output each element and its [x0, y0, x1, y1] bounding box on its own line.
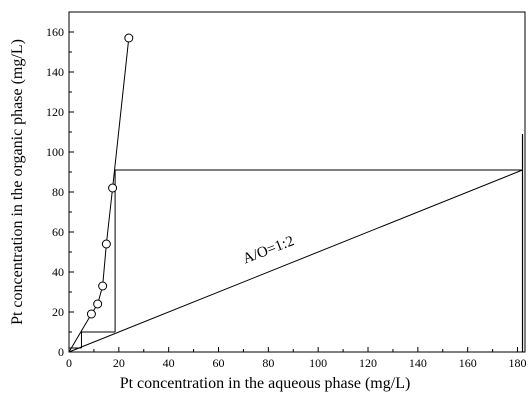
- stair-steps: [69, 169, 523, 349]
- data-point: [108, 183, 118, 193]
- y-tick-label: 120: [46, 105, 64, 119]
- data-points: [86, 33, 134, 319]
- operating-line: [68, 169, 523, 353]
- x-tick-label: 180: [509, 356, 527, 370]
- data-point: [98, 281, 108, 291]
- y-tick-label: 40: [52, 265, 64, 279]
- y-tick-label: 80: [52, 185, 64, 199]
- x-axis-title: Pt concentration in the aqueous phase (m…: [120, 375, 411, 392]
- x-tick-label: 120: [359, 356, 377, 370]
- x-tick-label: 100: [309, 356, 327, 370]
- x-tick-label: 20: [113, 356, 125, 370]
- operating-line-label: A/O=1:2: [241, 233, 297, 267]
- plot-frame: [68, 11, 526, 353]
- data-point: [86, 309, 96, 319]
- data-point: [124, 33, 134, 43]
- y-tick-label: 20: [52, 305, 64, 319]
- x-tick-label: 80: [262, 356, 274, 370]
- plot-border: [68, 11, 526, 353]
- data-point: [93, 299, 103, 309]
- x-tick-label: 140: [409, 356, 427, 370]
- y-axis-title: Pt concentration in the organic phase (m…: [9, 39, 26, 325]
- ticks: 0 20 40 60 80 100 120 140 160 180 0 20 40 60 80 100 120 1…: [46, 11, 527, 370]
- y-tick-label: 60: [52, 225, 64, 239]
- x-tick-label: 0: [66, 356, 72, 370]
- x-tick-label: 160: [459, 356, 477, 370]
- data-point: [101, 239, 111, 249]
- operating-line-group: [68, 134, 524, 353]
- y-tick-label: 140: [46, 65, 64, 79]
- y-tick-label: 160: [46, 25, 64, 39]
- x-tick-label: 40: [163, 356, 175, 370]
- y-tick-label: 0: [58, 345, 64, 359]
- y-tick-label: 100: [46, 145, 64, 159]
- x-tick-label: 60: [213, 356, 225, 370]
